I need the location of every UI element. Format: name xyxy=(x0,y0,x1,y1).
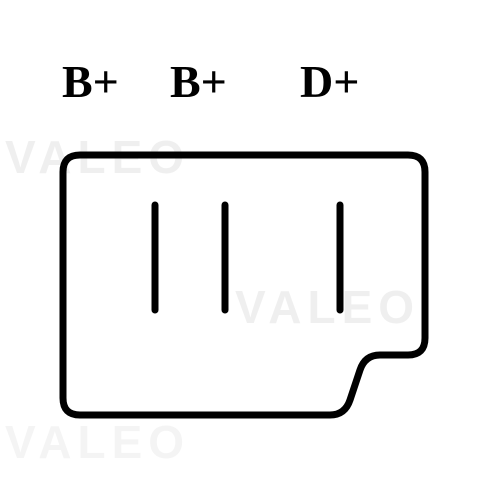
terminal-label-b-plus-1: B+ xyxy=(62,55,119,108)
diagram-canvas: VALEO VALEO VALEO B+ B+ D+ xyxy=(0,0,500,500)
connector-outline xyxy=(63,155,425,415)
terminal-label-d-plus: D+ xyxy=(300,55,359,108)
terminal-label-b-plus-2: B+ xyxy=(170,55,227,108)
